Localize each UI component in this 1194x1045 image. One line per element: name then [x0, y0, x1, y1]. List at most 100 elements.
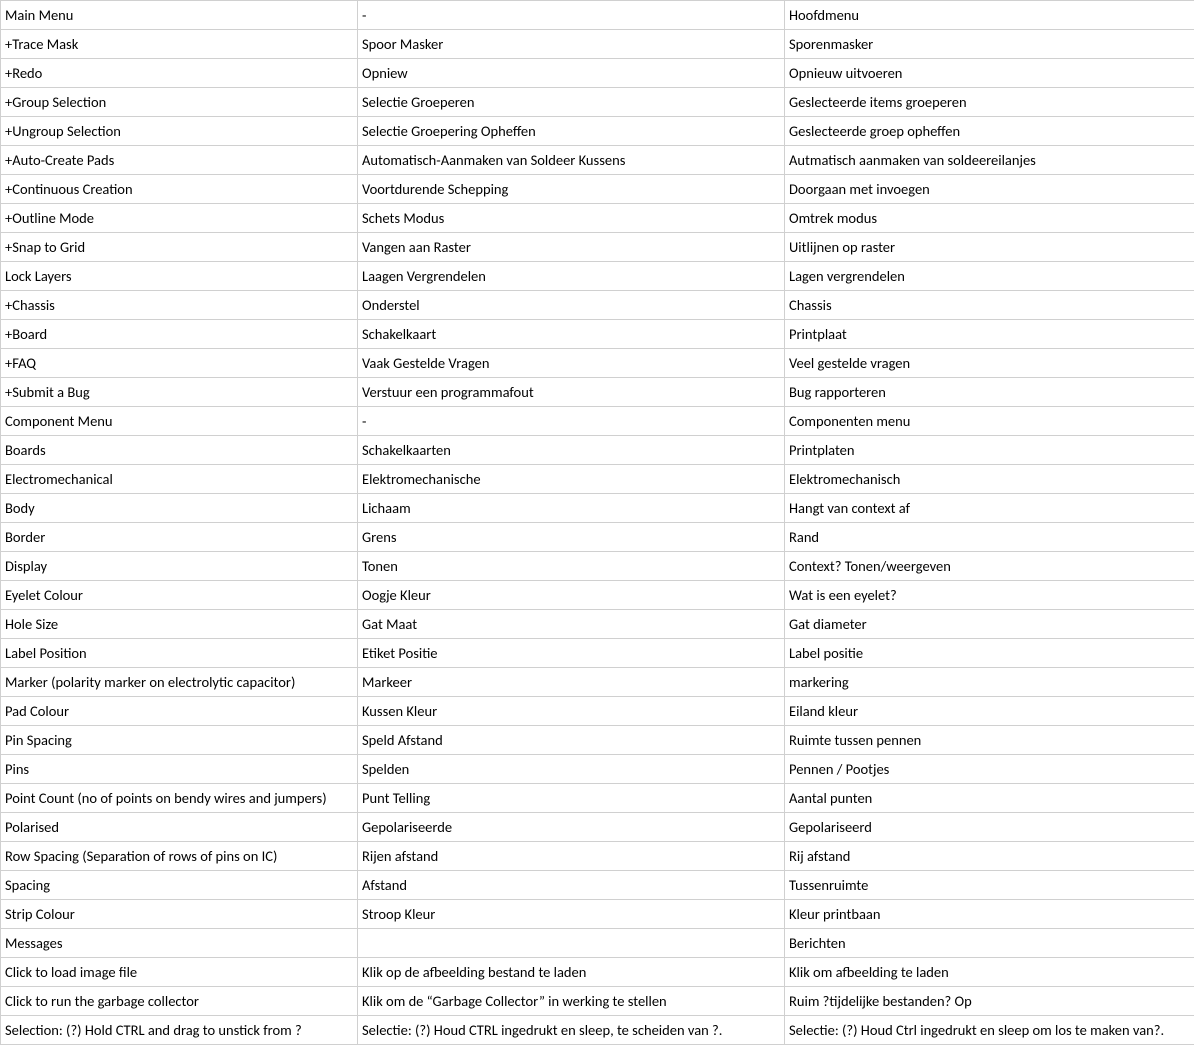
table-cell[interactable]: Geslecteerde items groeperen: [785, 88, 1194, 117]
table-cell[interactable]: Geslecteerde groep opheffen: [785, 117, 1194, 146]
table-cell[interactable]: Eiland kleur: [785, 697, 1194, 726]
table-cell[interactable]: Automatisch-Aanmaken van Soldeer Kussens: [358, 146, 785, 175]
table-cell[interactable]: Chassis: [785, 291, 1194, 320]
table-cell[interactable]: Bug rapporteren: [785, 378, 1194, 407]
table-cell[interactable]: Schakelkaarten: [358, 436, 785, 465]
table-cell[interactable]: Kleur printbaan: [785, 900, 1194, 929]
table-cell[interactable]: Sporenmasker: [785, 30, 1194, 59]
table-cell[interactable]: Label positie: [785, 639, 1194, 668]
table-cell[interactable]: +Group Selection: [1, 88, 358, 117]
table-cell[interactable]: Gat Maat: [358, 610, 785, 639]
table-cell[interactable]: Klik om de “Garbage Collector” in werkin…: [358, 987, 785, 1016]
table-cell[interactable]: Click to load image file: [1, 958, 358, 987]
table-cell[interactable]: Vangen aan Raster: [358, 233, 785, 262]
table-cell[interactable]: Component Menu: [1, 407, 358, 436]
table-cell[interactable]: Tussenruimte: [785, 871, 1194, 900]
table-cell[interactable]: Omtrek modus: [785, 204, 1194, 233]
table-cell[interactable]: Punt Telling: [358, 784, 785, 813]
table-cell[interactable]: Berichten: [785, 929, 1194, 958]
table-cell[interactable]: Veel gestelde vragen: [785, 349, 1194, 378]
table-cell[interactable]: Eyelet Colour: [1, 581, 358, 610]
table-cell[interactable]: Lagen vergrendelen: [785, 262, 1194, 291]
table-cell[interactable]: Autmatisch aanmaken van soldeereilanjes: [785, 146, 1194, 175]
table-cell[interactable]: Uitlijnen op raster: [785, 233, 1194, 262]
table-cell[interactable]: Schakelkaart: [358, 320, 785, 349]
table-cell[interactable]: Point Count (no of points on bendy wires…: [1, 784, 358, 813]
table-cell[interactable]: Display: [1, 552, 358, 581]
table-cell[interactable]: Elektromechanische: [358, 465, 785, 494]
table-cell[interactable]: Wat is een eyelet?: [785, 581, 1194, 610]
table-cell[interactable]: +Outline Mode: [1, 204, 358, 233]
table-cell[interactable]: -: [358, 1, 785, 30]
table-cell[interactable]: Etiket Positie: [358, 639, 785, 668]
table-cell[interactable]: Selectie: (?) Houd Ctrl ingedrukt en sle…: [785, 1016, 1194, 1045]
table-cell[interactable]: Hangt van context af: [785, 494, 1194, 523]
table-cell[interactable]: Selectie Groepering Opheffen: [358, 117, 785, 146]
table-cell[interactable]: Stroop Kleur: [358, 900, 785, 929]
table-cell[interactable]: Oogje Kleur: [358, 581, 785, 610]
table-cell[interactable]: Row Spacing (Separation of rows of pins …: [1, 842, 358, 871]
table-cell[interactable]: Markeer: [358, 668, 785, 697]
table-cell[interactable]: Selectie: (?) Houd CTRL ingedrukt en sle…: [358, 1016, 785, 1045]
table-cell[interactable]: Klik op de afbeelding bestand te laden: [358, 958, 785, 987]
table-cell[interactable]: Rij afstand: [785, 842, 1194, 871]
table-cell[interactable]: Elektromechanisch: [785, 465, 1194, 494]
table-cell[interactable]: Ruimte tussen pennen: [785, 726, 1194, 755]
table-cell[interactable]: Printplaat: [785, 320, 1194, 349]
table-cell[interactable]: Strip Colour: [1, 900, 358, 929]
table-cell[interactable]: Boards: [1, 436, 358, 465]
table-cell[interactable]: Messages: [1, 929, 358, 958]
table-cell[interactable]: Doorgaan met invoegen: [785, 175, 1194, 204]
table-cell[interactable]: +Board: [1, 320, 358, 349]
table-cell[interactable]: Context? Tonen/weergeven: [785, 552, 1194, 581]
table-cell[interactable]: Pennen / Pootjes: [785, 755, 1194, 784]
table-cell[interactable]: Klik om afbeelding te laden: [785, 958, 1194, 987]
table-cell[interactable]: Laagen Vergrendelen: [358, 262, 785, 291]
table-cell[interactable]: Lichaam: [358, 494, 785, 523]
table-cell[interactable]: Spacing: [1, 871, 358, 900]
table-cell[interactable]: Selectie Groeperen: [358, 88, 785, 117]
table-cell[interactable]: +Trace Mask: [1, 30, 358, 59]
table-cell[interactable]: [358, 929, 785, 958]
table-cell[interactable]: Label Position: [1, 639, 358, 668]
table-cell[interactable]: Spelden: [358, 755, 785, 784]
table-cell[interactable]: Gepolariseerd: [785, 813, 1194, 842]
table-cell[interactable]: Afstand: [358, 871, 785, 900]
table-cell[interactable]: Verstuur een programmafout: [358, 378, 785, 407]
table-cell[interactable]: Schets Modus: [358, 204, 785, 233]
table-cell[interactable]: +Redo: [1, 59, 358, 88]
table-cell[interactable]: markering: [785, 668, 1194, 697]
table-cell[interactable]: Hole Size: [1, 610, 358, 639]
table-cell[interactable]: +Auto-Create Pads: [1, 146, 358, 175]
table-cell[interactable]: Ruim ?tijdelijke bestanden? Op: [785, 987, 1194, 1016]
table-cell[interactable]: Polarised: [1, 813, 358, 842]
table-cell[interactable]: Printplaten: [785, 436, 1194, 465]
table-cell[interactable]: Gat diameter: [785, 610, 1194, 639]
table-cell[interactable]: Main Menu: [1, 1, 358, 30]
table-cell[interactable]: Tonen: [358, 552, 785, 581]
table-cell[interactable]: Spoor Masker: [358, 30, 785, 59]
table-cell[interactable]: Rijen afstand: [358, 842, 785, 871]
table-cell[interactable]: Voortdurende Schepping: [358, 175, 785, 204]
table-cell[interactable]: Gepolariseerde: [358, 813, 785, 842]
table-cell[interactable]: Marker (polarity marker on electrolytic …: [1, 668, 358, 697]
table-cell[interactable]: Body: [1, 494, 358, 523]
table-cell[interactable]: Speld Afstand: [358, 726, 785, 755]
table-cell[interactable]: Electromechanical: [1, 465, 358, 494]
table-cell[interactable]: Lock Layers: [1, 262, 358, 291]
table-cell[interactable]: +Submit a Bug: [1, 378, 358, 407]
table-cell[interactable]: Click to run the garbage collector: [1, 987, 358, 1016]
table-cell[interactable]: Opniew: [358, 59, 785, 88]
table-cell[interactable]: +Ungroup Selection: [1, 117, 358, 146]
table-cell[interactable]: Grens: [358, 523, 785, 552]
table-cell[interactable]: Pins: [1, 755, 358, 784]
table-cell[interactable]: Aantal punten: [785, 784, 1194, 813]
table-cell[interactable]: Rand: [785, 523, 1194, 552]
table-cell[interactable]: +FAQ: [1, 349, 358, 378]
table-cell[interactable]: Onderstel: [358, 291, 785, 320]
table-cell[interactable]: +Snap to Grid: [1, 233, 358, 262]
table-cell[interactable]: Opnieuw uitvoeren: [785, 59, 1194, 88]
table-cell[interactable]: Pad Colour: [1, 697, 358, 726]
table-cell[interactable]: Pin Spacing: [1, 726, 358, 755]
table-cell[interactable]: Kussen Kleur: [358, 697, 785, 726]
